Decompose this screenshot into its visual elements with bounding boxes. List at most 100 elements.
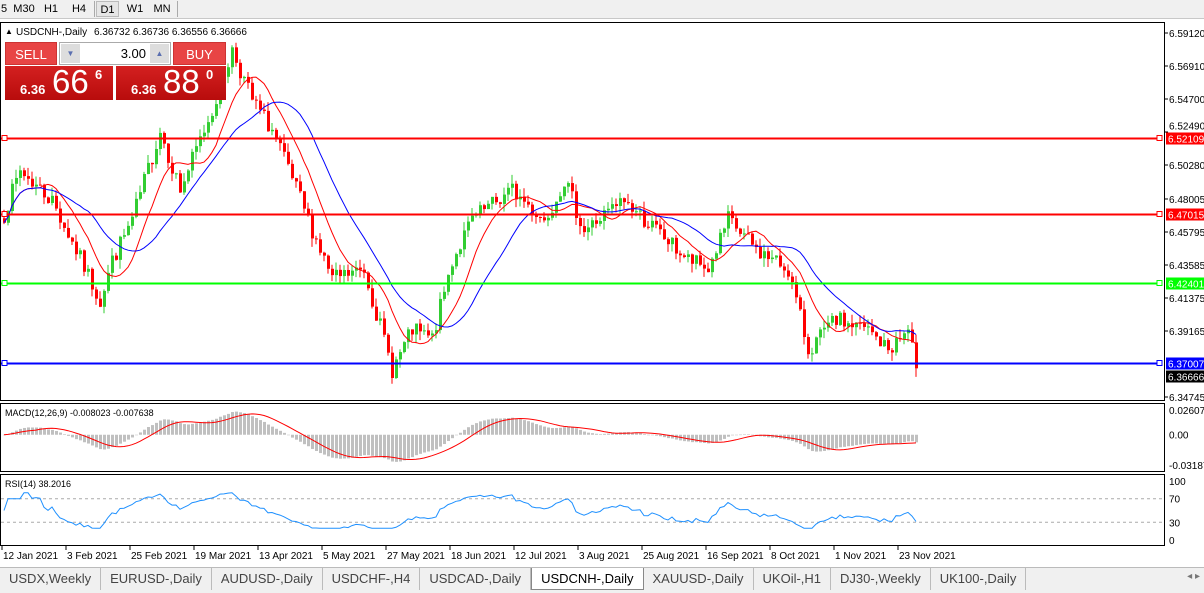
macd-histogram-bar: [467, 427, 470, 435]
macd-histogram-bar: [671, 434, 674, 439]
tab-eurusd-daily[interactable]: EURUSD-,Daily: [101, 568, 212, 590]
macd-histogram-bar: [851, 434, 854, 446]
bear-candle: [667, 239, 670, 245]
bear-candle: [347, 269, 350, 276]
tab-audusd-daily[interactable]: AUDUSD-,Daily: [212, 568, 323, 590]
macd-histogram-bar: [203, 421, 206, 435]
bull-candle: [711, 258, 714, 273]
macd-signal-line: [3, 413, 917, 460]
timeframe-w1[interactable]: W1: [126, 3, 144, 15]
line-handle[interactable]: [1, 135, 8, 141]
lot-size-input[interactable]: 3.00: [120, 46, 146, 61]
price-axis-label: 6.56910: [1169, 62, 1204, 73]
line-handle[interactable]: [1, 211, 8, 217]
sell-button[interactable]: SELL: [5, 42, 57, 65]
tab-uk100-daily[interactable]: UK100-,Daily: [931, 568, 1027, 590]
bull-candle: [123, 235, 126, 237]
macd-histogram-bar: [859, 434, 862, 445]
bear-candle: [795, 282, 798, 298]
bear-candle: [31, 178, 34, 187]
bear-candle: [679, 253, 682, 256]
macd-histogram-bar: [563, 427, 566, 435]
macd-histogram-bar: [411, 434, 414, 458]
macd-histogram-bar: [423, 434, 426, 453]
timeframe-m30[interactable]: M30: [13, 3, 35, 15]
tab-usdcnh-daily[interactable]: USDCNH-,Daily: [531, 568, 644, 590]
current-price-label: 6.36666: [1168, 373, 1204, 384]
macd-histogram-bar: [71, 434, 74, 438]
buy-price-prefix: 6.36: [131, 82, 157, 97]
tab-usdchf-h4[interactable]: USDCHF-,H4: [323, 568, 421, 590]
sell-price-box[interactable]: 6.36 66 6: [5, 63, 113, 100]
bull-candle: [127, 225, 130, 236]
macd-histogram-bar: [823, 434, 826, 451]
tab-dj30-weekly[interactable]: DJ30-,Weekly: [831, 568, 931, 590]
bear-candle: [571, 183, 574, 192]
bear-candle: [311, 213, 314, 239]
macd-histogram-bar: [175, 421, 178, 435]
line-handle[interactable]: [1156, 280, 1163, 286]
macd-histogram-bar: [731, 434, 734, 436]
macd-histogram-bar: [271, 426, 274, 435]
macd-histogram-bar: [571, 426, 574, 435]
bull-candle: [139, 192, 142, 199]
bear-candle: [871, 326, 874, 333]
bear-candle: [791, 276, 794, 283]
bear-candle: [99, 298, 102, 307]
bull-candle: [547, 217, 550, 221]
bull-candle: [407, 329, 410, 343]
macd-histogram-bar: [363, 434, 366, 456]
macd-histogram-bar: [747, 434, 750, 435]
buy-button[interactable]: BUY: [173, 42, 226, 65]
line-handle[interactable]: [1156, 135, 1163, 141]
buy-price-pips: 88: [163, 63, 200, 100]
timeframe-mn[interactable]: MN: [153, 3, 171, 15]
macd-axis-label: 0.02607: [1169, 406, 1204, 417]
bull-candle: [479, 205, 482, 215]
bull-candle: [15, 177, 18, 184]
bull-candle: [403, 342, 406, 353]
timeframe-m5[interactable]: 5: [0, 3, 8, 15]
line-handle[interactable]: [1156, 211, 1163, 217]
timeframe-d1[interactable]: D1: [96, 1, 119, 17]
bear-candle: [27, 176, 30, 179]
bear-candle: [291, 163, 294, 179]
line-handle[interactable]: [1, 280, 8, 286]
bull-candle: [507, 187, 510, 195]
bull-candle: [79, 250, 82, 255]
tab-usdcad-daily[interactable]: USDCAD-,Daily: [420, 568, 532, 590]
bull-candle: [855, 322, 858, 328]
bear-candle: [427, 330, 430, 336]
macd-histogram-bar: [811, 434, 814, 452]
date-axis-label: 5 May 2021: [323, 551, 376, 562]
slow-moving-average: [3, 101, 917, 335]
tab-ukoil-h1[interactable]: UKOil-,H1: [754, 568, 832, 590]
increase-lot-icon[interactable]: ▲: [150, 44, 169, 63]
decrease-lot-icon[interactable]: ▼: [61, 44, 80, 63]
macd-histogram-bar: [267, 424, 270, 435]
buy-price-box[interactable]: 6.36 88 0: [116, 63, 226, 100]
tab-usdx-weekly[interactable]: USDX,Weekly: [0, 568, 102, 590]
timeframe-h1[interactable]: H1: [43, 3, 59, 15]
macd-histogram-bar: [487, 419, 490, 435]
macd-histogram-bar: [491, 418, 494, 435]
tab-scroll-arrows-icon[interactable]: ◂ ▸: [1187, 571, 1200, 582]
line-handle[interactable]: [1, 360, 8, 366]
bear-candle: [267, 110, 270, 132]
tab-xauusd-daily[interactable]: XAUUSD-,Daily: [644, 568, 754, 590]
macd-histogram-bar: [323, 434, 326, 455]
bull-candle: [847, 323, 850, 327]
line-price-tag: [1166, 132, 1204, 145]
macd-histogram-bar: [903, 434, 906, 443]
collapse-triangle-icon[interactable]: ▲: [5, 27, 13, 36]
date-axis-label: 25 Aug 2021: [643, 551, 700, 562]
bear-candle: [803, 309, 806, 338]
macd-histogram-bar: [587, 432, 590, 435]
bear-candle: [735, 218, 738, 229]
bull-candle: [187, 170, 190, 182]
timeframe-h4[interactable]: H4: [71, 3, 87, 15]
line-handle[interactable]: [1156, 360, 1163, 366]
bear-candle: [623, 198, 626, 203]
bear-candle: [655, 220, 658, 225]
